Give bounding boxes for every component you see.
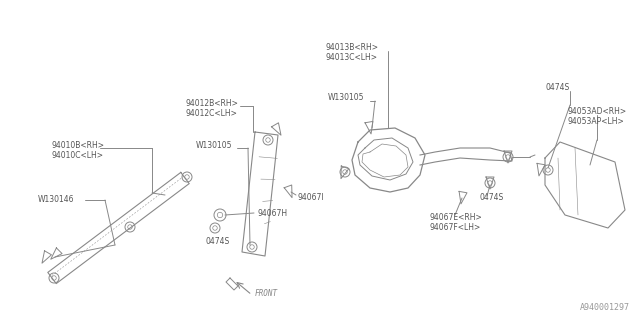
Text: W130105: W130105 — [328, 93, 365, 102]
Text: 0474S: 0474S — [480, 194, 504, 203]
Text: 94067F<LH>: 94067F<LH> — [430, 223, 481, 233]
Text: W130146: W130146 — [38, 196, 74, 204]
Text: 94067E<RH>: 94067E<RH> — [430, 213, 483, 222]
Text: 0474S: 0474S — [205, 237, 229, 246]
Text: 94010C<LH>: 94010C<LH> — [52, 150, 104, 159]
Text: 94012C<LH>: 94012C<LH> — [185, 108, 237, 117]
Text: 94010B<RH>: 94010B<RH> — [52, 140, 105, 149]
Text: 94013C<LH>: 94013C<LH> — [325, 53, 377, 62]
Text: 94012B<RH>: 94012B<RH> — [185, 99, 238, 108]
Text: 94067I: 94067I — [298, 194, 324, 203]
Text: 94053AP<LH>: 94053AP<LH> — [567, 117, 624, 126]
Text: 94053AD<RH>: 94053AD<RH> — [567, 108, 626, 116]
Text: 0474S: 0474S — [545, 84, 569, 92]
Text: 94013B<RH>: 94013B<RH> — [325, 44, 378, 52]
Text: FRONT: FRONT — [255, 289, 278, 298]
Text: 94067H: 94067H — [257, 209, 287, 218]
Text: A940001297: A940001297 — [580, 303, 630, 312]
Text: W130105: W130105 — [196, 140, 232, 149]
